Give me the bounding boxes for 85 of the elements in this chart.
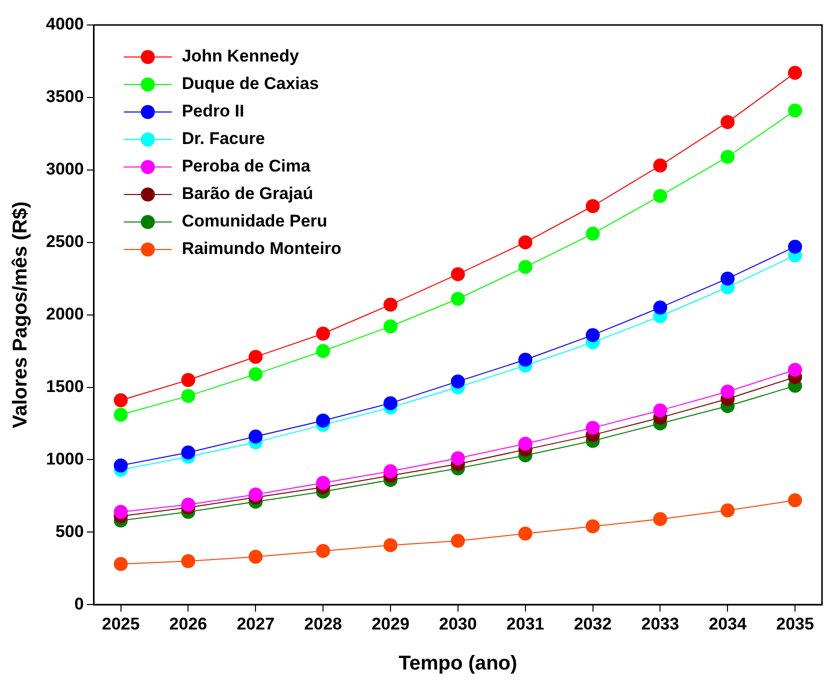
point [653,403,668,418]
x-tick-label: 2026 [169,614,208,634]
point [316,476,330,490]
point [383,298,398,312]
point [383,319,398,334]
point [450,451,465,466]
point [114,557,128,572]
point [720,150,735,164]
point [248,550,263,564]
point [114,393,128,408]
legend-label: Raimundo Monteiro [182,239,342,258]
point [181,498,196,512]
point [788,103,802,118]
x-axis-title: Tempo (ano) [398,652,518,675]
x-tick-label: 2035 [776,614,814,634]
point [450,267,465,282]
point [720,384,735,399]
point [586,226,600,241]
legend-label: John Kennedy [182,46,300,66]
point [586,328,600,342]
point [586,519,600,534]
y-tick-label: 0 [74,594,84,614]
y-tick-label: 3500 [46,87,84,106]
point [586,420,600,435]
point [248,487,263,502]
y-tick-label: 3000 [46,160,84,179]
legend-label: Barão de Grajaú [182,184,314,204]
legend-label: Duque de Caxias [182,74,319,94]
point [788,362,802,377]
point [248,350,263,364]
point [316,414,330,428]
point [720,115,735,130]
x-tick-label: 2033 [641,614,680,634]
point [518,260,532,274]
legend-label: Comunidade Peru [182,212,328,231]
x-tick-label: 2030 [438,614,477,634]
point [181,445,196,460]
y-tick-label: 2500 [46,232,84,252]
point [383,538,398,552]
point [788,240,802,254]
point [316,344,330,358]
y-tick-label: 1500 [46,376,84,396]
point [181,388,196,403]
y-tick-label: 1000 [46,449,84,468]
y-tick-label: 500 [55,522,84,541]
y-tick-label: 4000 [46,14,84,34]
point [518,526,532,541]
x-tick-label: 2028 [304,614,342,634]
y-tick-label: 2000 [46,304,84,324]
point [248,367,263,382]
x-tick-label: 2029 [372,614,410,634]
x-tick-label: 2032 [574,614,612,634]
y-axis-title: Valores Pagos/mês (R$) [10,201,32,428]
x-tick-label: 2025 [102,614,140,634]
point [316,326,330,341]
legend-label: Peroba de Cima [182,156,311,176]
point [653,158,668,173]
point [114,504,128,519]
point [450,292,465,306]
point [316,544,330,558]
point [181,373,196,388]
point [114,458,128,472]
point [181,554,196,568]
point [518,235,532,250]
point [114,408,128,422]
point [653,188,668,203]
point [788,493,802,508]
point [450,534,465,548]
point [518,436,532,451]
x-tick-label: 2031 [506,614,544,634]
legend-label: Pedro II [182,102,244,121]
x-tick-label: 2027 [236,614,275,634]
point [653,300,668,315]
point [720,503,735,518]
x-tick-label: 2034 [708,614,748,634]
point [720,272,735,286]
point [450,374,465,388]
point [586,199,600,214]
legend-label: Dr. Facure [182,129,265,148]
point [653,512,668,526]
point [383,396,398,410]
point [518,352,532,367]
point [788,66,802,80]
point [248,430,263,444]
point [383,464,398,478]
